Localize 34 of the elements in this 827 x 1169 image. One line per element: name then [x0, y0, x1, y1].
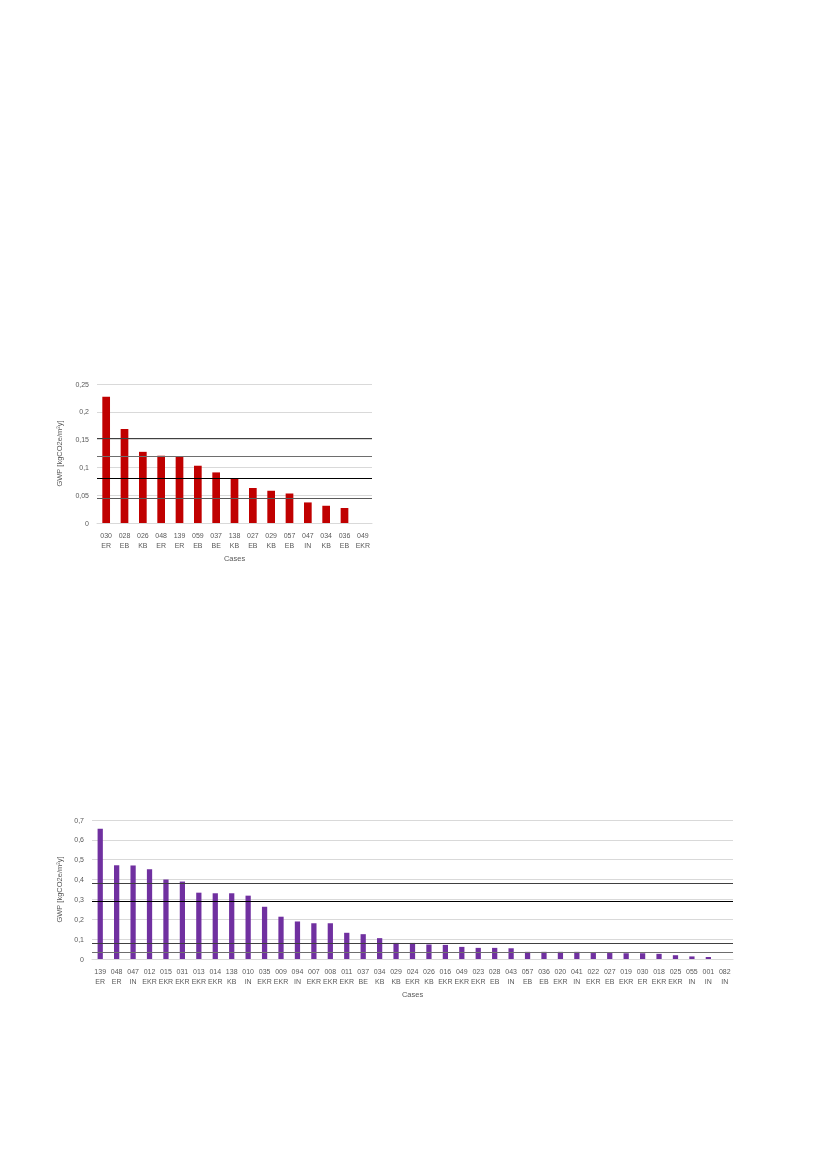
bar [294, 921, 301, 959]
bar [508, 948, 514, 959]
bar [212, 893, 218, 959]
bar [130, 865, 136, 959]
bar [212, 472, 221, 523]
bar [322, 505, 331, 523]
bar [102, 396, 111, 523]
bar [590, 953, 596, 959]
bar [607, 953, 613, 959]
bar [340, 507, 349, 523]
bar [138, 451, 147, 523]
bar [261, 906, 268, 959]
bar [248, 487, 257, 523]
bar [114, 865, 120, 959]
bar [146, 869, 153, 959]
bar [426, 944, 432, 959]
bar [193, 465, 202, 523]
bar [229, 893, 235, 959]
bar [157, 455, 166, 523]
bar [267, 490, 276, 523]
bar [245, 895, 251, 959]
bar [303, 502, 312, 523]
bar [672, 955, 679, 959]
bar [179, 881, 186, 959]
bar [656, 953, 662, 959]
bar [196, 892, 202, 959]
bar [689, 956, 695, 959]
bar [163, 879, 169, 959]
bar [311, 923, 317, 959]
bar [278, 916, 284, 959]
bar [327, 923, 333, 959]
bar [639, 953, 646, 959]
bar [97, 828, 103, 959]
bar [623, 953, 629, 959]
